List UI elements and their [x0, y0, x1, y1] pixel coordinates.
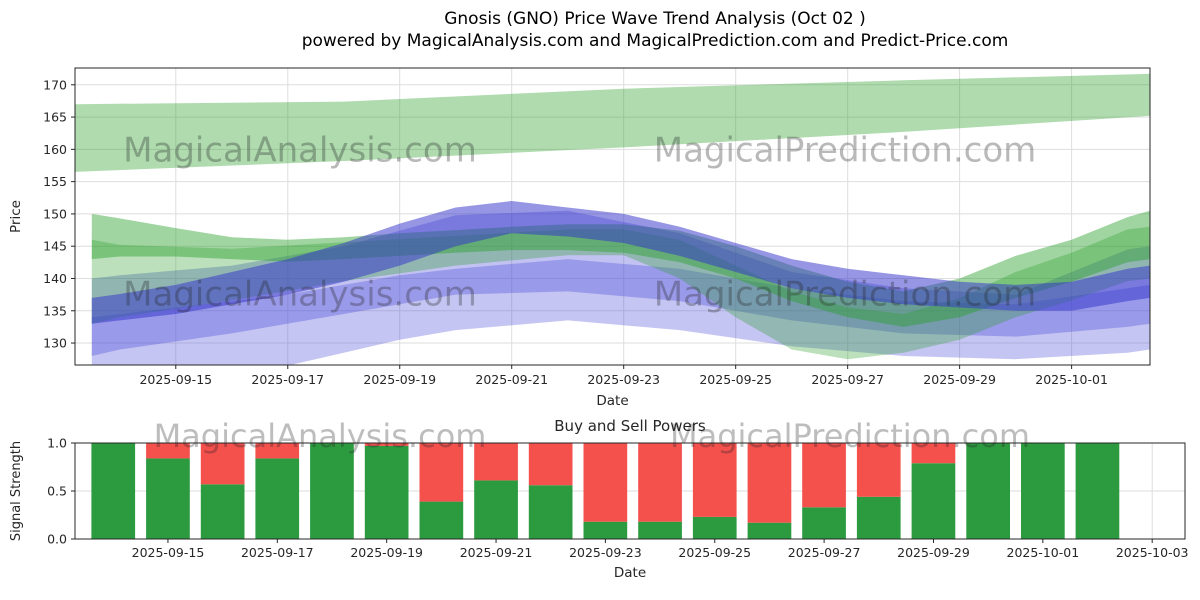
x-tick-label: 2025-09-17	[251, 372, 324, 387]
y-tick-label: 140	[43, 271, 67, 286]
buy-bar	[638, 521, 682, 539]
x-tick-label: 2025-09-17	[241, 545, 314, 560]
x-tick-label: 2025-09-23	[587, 372, 660, 387]
signal-axis-label: Signal Strength	[9, 441, 24, 541]
x-tick-label: 2025-10-03	[1116, 545, 1189, 560]
buy-bar	[255, 458, 300, 539]
buy-bar	[419, 501, 464, 539]
buy-bar	[692, 516, 737, 539]
buy-bar	[1075, 443, 1120, 539]
upper-green-forecast-band	[75, 73, 1150, 172]
y-tick-label: 1.0	[47, 436, 67, 451]
x-tick-label: 2025-09-29	[897, 545, 970, 560]
buy-bar	[91, 443, 136, 539]
y-tick-label: 160	[43, 142, 67, 157]
buy-bar	[528, 485, 573, 539]
x-tick-label: 2025-09-15	[139, 372, 212, 387]
sell-bar	[911, 443, 956, 464]
price-chart: MagicalAnalysis.com MagicalPrediction.com…	[8, 67, 1151, 409]
buy-bar	[802, 507, 846, 539]
y-tick-label: 150	[43, 206, 67, 221]
light-blue-band	[91, 259, 1150, 365]
chart-header: Gnosis (GNO) Price Wave Trend Analysis (…	[110, 8, 1200, 52]
sell-bar	[692, 443, 737, 517]
x-tick-label: 2025-09-19	[350, 545, 423, 560]
sell-bar	[474, 443, 518, 481]
sell-bar	[747, 443, 792, 523]
sell-bar	[856, 443, 901, 497]
y-tick-label: 165	[43, 110, 67, 125]
buy-bar	[364, 445, 409, 539]
x-tick-label: 2025-09-25	[678, 545, 751, 560]
x-tick-label: 2025-09-21	[460, 545, 533, 560]
sell-bar	[583, 443, 628, 522]
buy-bar	[747, 522, 792, 539]
buy-bar	[856, 496, 901, 539]
x-tick-label: 2025-09-27	[811, 372, 884, 387]
sell-bar	[638, 443, 682, 522]
x-tick-label: 2025-09-15	[132, 545, 205, 560]
price-axis-label: Price	[8, 200, 24, 233]
x-tick-label: 2025-10-01	[1007, 545, 1080, 560]
y-tick-label: 155	[43, 174, 67, 189]
watermark-text: MagicalAnalysis.com	[123, 275, 477, 315]
date-axis-label: Date	[614, 565, 646, 581]
sell-bar	[802, 443, 846, 508]
buy-bar	[474, 480, 518, 539]
watermark-text: MagicalPrediction.com	[654, 131, 1037, 171]
x-tick-label: 2025-09-21	[475, 372, 548, 387]
buy-bar	[200, 484, 245, 539]
plot-border	[74, 67, 1151, 366]
sell-bar	[364, 443, 409, 446]
x-tick-label: 2025-10-01	[1035, 372, 1108, 387]
watermark-text: MagicalPrediction.com	[670, 417, 1030, 455]
sell-bar	[200, 443, 245, 485]
power-chart: Buy and Sell Powers MagicalAnalysis.com Ma…	[9, 417, 1189, 581]
bars-group	[91, 443, 1120, 539]
y-tick-label: 130	[43, 336, 67, 351]
buy-bar	[911, 463, 956, 539]
dark-blue-band	[91, 201, 1150, 324]
x-tick-label: 2025-09-19	[363, 372, 436, 387]
buy-bar	[583, 521, 628, 539]
sell-bar	[146, 443, 190, 459]
chart-title: Gnosis (GNO) Price Wave Trend Analysis (…	[444, 9, 866, 29]
watermark-text: MagicalAnalysis.com	[154, 417, 487, 455]
sell-bar	[255, 443, 300, 459]
x-tick-label: 2025-09-23	[569, 545, 642, 560]
y-tick-label: 145	[43, 239, 67, 254]
power-chart-title: Buy and Sell Powers	[554, 417, 706, 435]
watermark-text: MagicalPrediction.com	[654, 275, 1037, 315]
buy-bar	[310, 443, 354, 539]
watermark-text: MagicalAnalysis.com	[123, 131, 477, 171]
sell-bar	[528, 443, 573, 486]
sell-bar	[419, 443, 464, 502]
y-tick-label: 0.5	[47, 484, 67, 499]
chart-subtitle: powered by MagicalAnalysis.com and Magic…	[301, 31, 1009, 51]
x-tick-label: 2025-09-29	[923, 372, 996, 387]
buy-bar	[966, 443, 1010, 539]
y-tick-label: 135	[43, 303, 67, 318]
buy-bar	[146, 458, 190, 539]
y-tick-label: 170	[43, 77, 67, 92]
x-tick-label: 2025-09-25	[699, 372, 772, 387]
date-axis-label: Date	[596, 393, 628, 409]
buy-bar	[1021, 443, 1065, 539]
x-tick-label: 2025-09-27	[788, 545, 861, 560]
y-tick-label: 0.0	[47, 532, 67, 547]
